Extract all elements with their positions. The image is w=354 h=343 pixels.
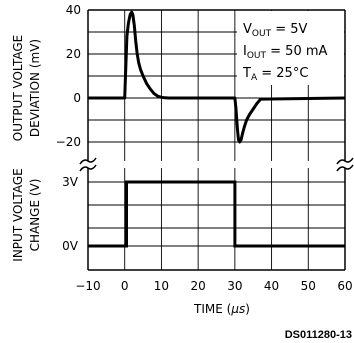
input-y-axis-title-line2: CHANGE (V) (28, 179, 42, 252)
y-tick-label: 40 (66, 3, 81, 17)
x-tick-label: 40 (264, 279, 279, 293)
output-deviation-line (88, 10, 346, 144)
condition-iout: IOUT = 50 mA (243, 44, 328, 61)
y-tick-label: 3V (62, 175, 79, 189)
condition-ta: TA = 25°C (242, 66, 308, 83)
plot-frame (87, 9, 346, 271)
x-tick-label: 30 (227, 279, 242, 293)
y-tick-label: 0 (73, 91, 81, 105)
condition-vout: VOUT = 5V (243, 22, 308, 39)
axis-break (79, 157, 354, 172)
x-tick-label: 50 (301, 279, 316, 293)
y-tick-label: 0V (62, 239, 79, 253)
output-y-axis-title-line1: OUTPUT VOLTAGE (11, 35, 25, 141)
x-tick-label: 0 (121, 279, 129, 293)
x-tick-label: 10 (154, 279, 169, 293)
input-step-line (88, 180, 345, 248)
y-tick-label: −20 (56, 135, 81, 149)
conditions-box-background (237, 11, 344, 85)
y-tick-label: 20 (66, 47, 81, 61)
input-y-tick-labels: 3V 0V (62, 175, 79, 253)
x-tick-label: 60 (337, 279, 352, 293)
figure-reference: DS011280-13 (285, 329, 352, 341)
x-tick-label: 20 (191, 279, 206, 293)
conditions-box: VOUT = 5V IOUT = 50 mA TA = 25°C (237, 11, 344, 85)
x-tick-label: −10 (75, 279, 100, 293)
axis-break-right-lower (336, 164, 354, 172)
output-y-axis-title-line2: DEVIATION (mV) (28, 39, 42, 137)
axis-break-left-upper (79, 157, 97, 165)
output-y-tick-labels: −20 0 20 40 (56, 3, 81, 149)
axis-break-right-upper (336, 157, 354, 165)
axis-break-left-lower (79, 164, 97, 172)
input-y-axis-title-line1: INPUT VOLTAGE (11, 168, 25, 261)
x-tick-labels: −10 0 10 20 30 40 50 60 (75, 279, 352, 293)
axis-break-gap (84, 161, 350, 168)
x-axis-title: TIME (µs) (193, 302, 250, 316)
